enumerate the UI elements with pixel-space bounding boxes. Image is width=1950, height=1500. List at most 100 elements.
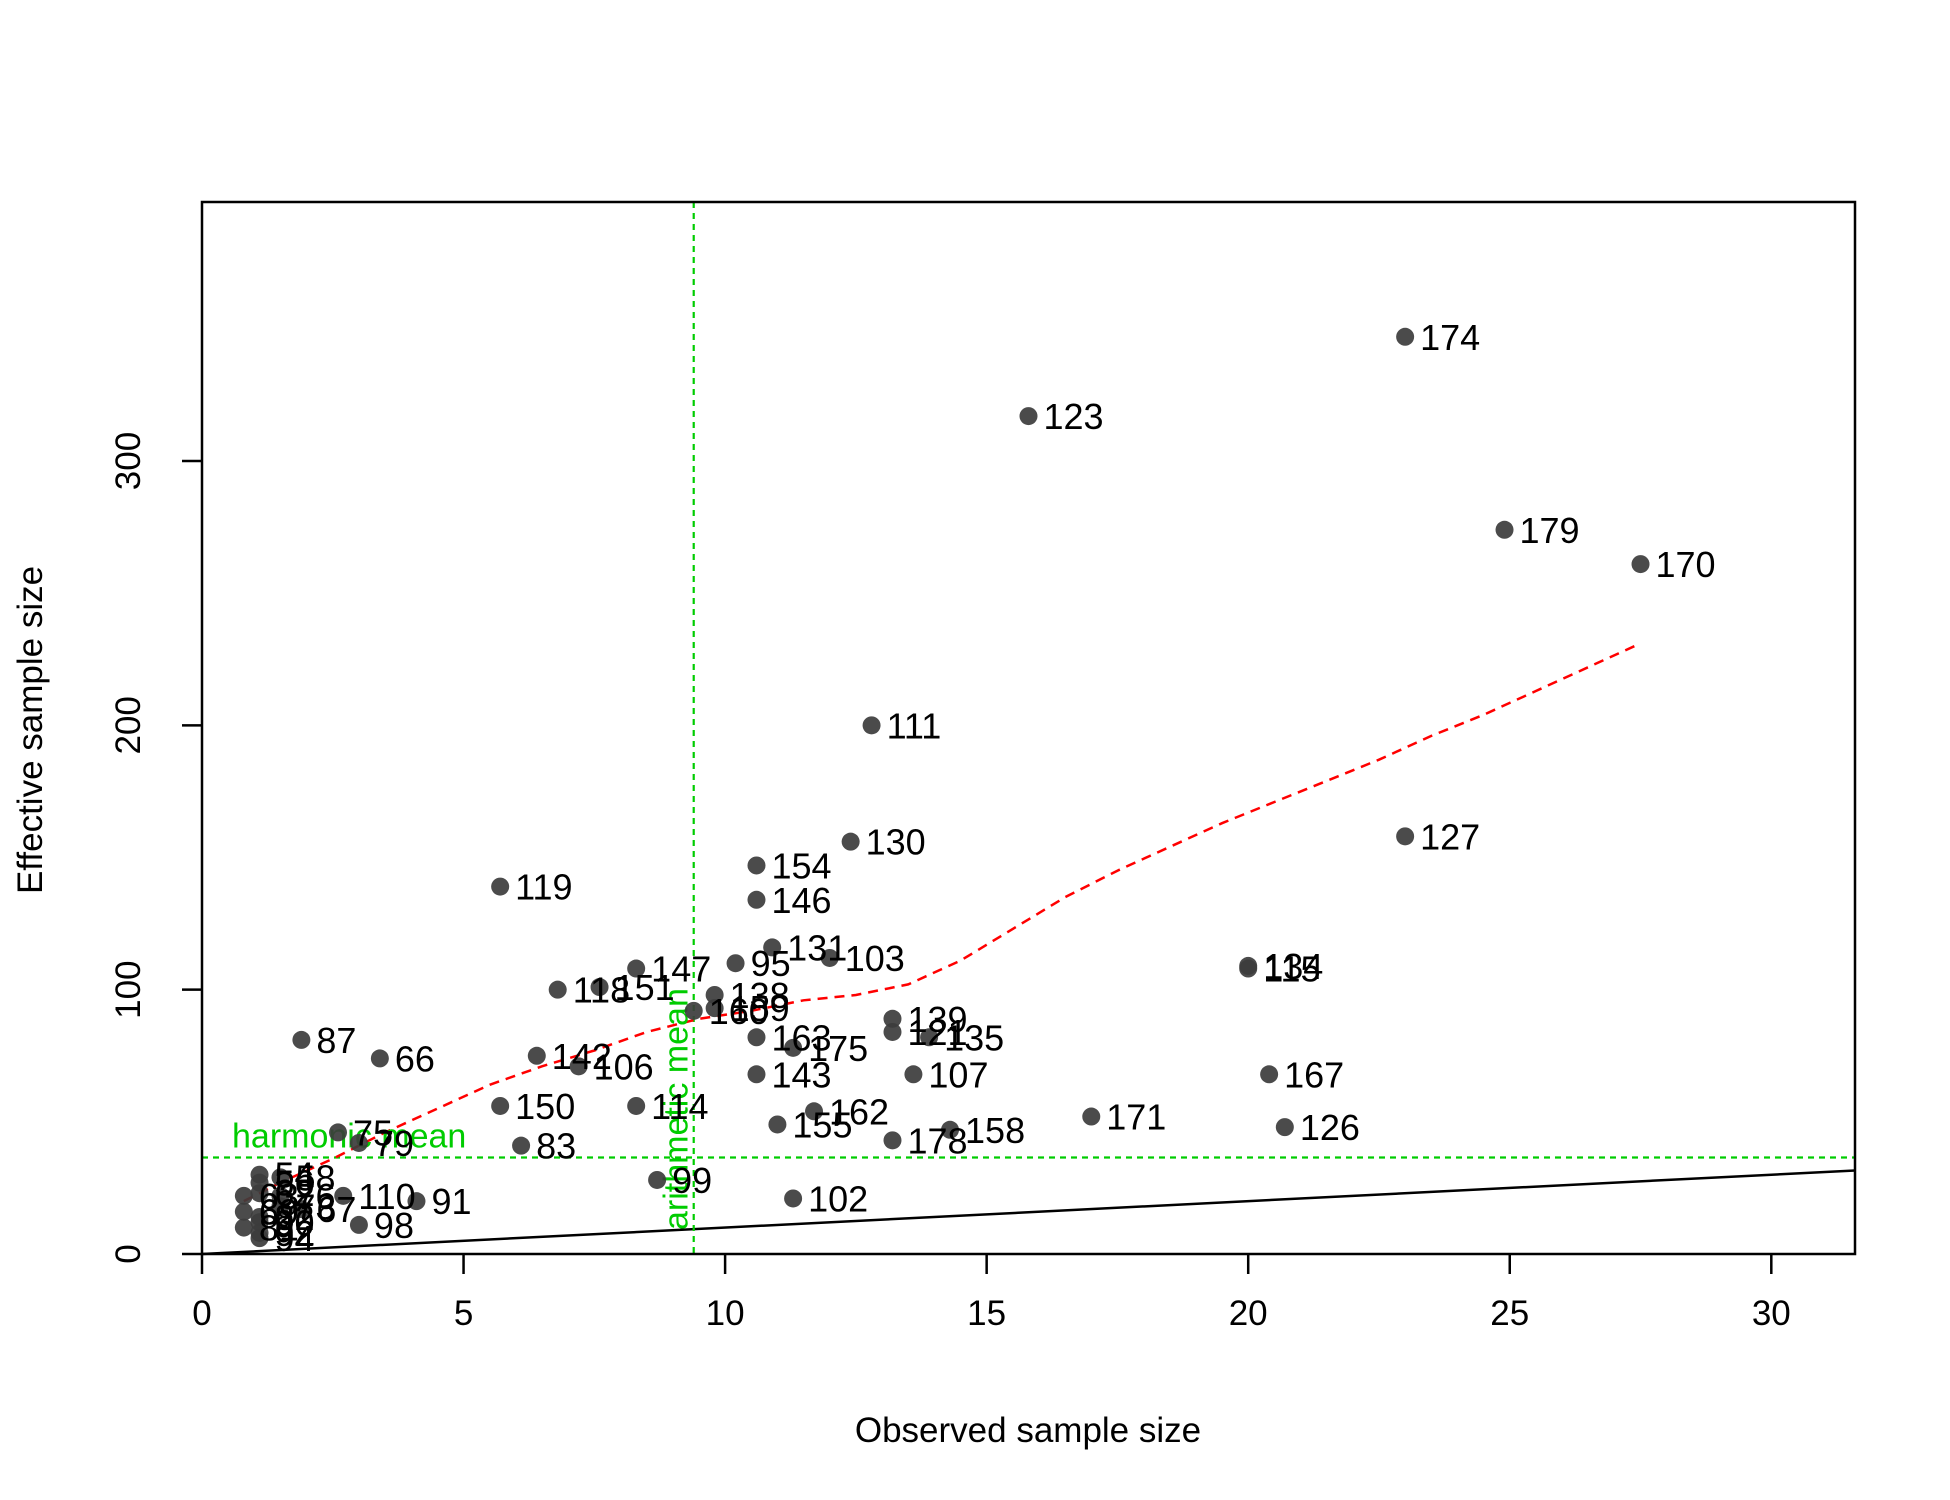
data-point <box>705 985 724 1004</box>
data-point <box>726 954 745 973</box>
data-point <box>292 1030 311 1049</box>
data-point-label: 81 <box>259 1208 299 1249</box>
data-point <box>627 1096 646 1115</box>
data-point <box>1082 1107 1101 1126</box>
x-axis-label: Observed sample size <box>855 1411 1201 1450</box>
data-point-label: 63 <box>259 1176 299 1217</box>
data-point <box>883 1022 902 1041</box>
data-point <box>234 1186 253 1205</box>
data-point-label: 139 <box>907 999 967 1040</box>
data-point <box>1260 1065 1279 1084</box>
data-point <box>329 1123 348 1142</box>
data-point <box>1396 827 1415 846</box>
data-point <box>648 1170 667 1189</box>
plot-frame <box>200 200 1857 1256</box>
data-point-label: 167 <box>1284 1054 1344 1095</box>
data-point-label: 106 <box>594 1046 654 1087</box>
data-point-label: 92 <box>275 1213 315 1254</box>
data-point <box>684 1001 703 1020</box>
data-point-label: 83 <box>536 1126 576 1167</box>
data-point-label: 91 <box>431 1181 471 1222</box>
data-point-label: 160 <box>709 991 769 1032</box>
data-point-label: 146 <box>771 880 831 921</box>
data-point-label: 87 <box>316 1020 356 1061</box>
data-point-label: 114 <box>651 1086 708 1127</box>
data-point <box>705 999 724 1018</box>
data-point <box>862 716 881 735</box>
data-point-label: 79 <box>374 1123 414 1164</box>
data-point <box>784 1189 803 1208</box>
data-point-label: 54 <box>275 1155 315 1196</box>
data-point-label: 75 <box>353 1112 393 1153</box>
data-point <box>768 1115 787 1134</box>
data-point-label: 142 <box>552 1036 612 1077</box>
data-point <box>407 1192 426 1211</box>
smooth-trend-line <box>243 642 1642 1203</box>
data-point-label: 118 <box>573 970 630 1011</box>
data-point <box>1275 1118 1294 1137</box>
data-point <box>820 948 839 967</box>
data-point <box>349 1133 368 1152</box>
data-point <box>1396 327 1415 346</box>
data-point <box>234 1218 253 1237</box>
data-point-label: 158 <box>965 1110 1025 1151</box>
data-point-label: 82 <box>275 1197 315 1238</box>
data-point-label: 107 <box>928 1054 988 1095</box>
data-point <box>590 978 609 997</box>
data-point-label: 76 <box>295 1176 335 1217</box>
data-point <box>370 1049 389 1068</box>
data-point <box>941 1120 960 1139</box>
data-point-label: 155 <box>792 1104 852 1145</box>
data-point-label: 134 <box>1263 946 1323 987</box>
data-point <box>250 1229 269 1248</box>
data-point-label: 110 <box>358 1176 415 1217</box>
data-point-label: 56 <box>275 1163 315 1204</box>
data-point-label: 175 <box>808 1028 868 1069</box>
identity-line <box>201 1169 1856 1256</box>
x-axis-tick-label: 10 <box>706 1294 745 1333</box>
y-axis-tick-label: 300 <box>109 432 148 490</box>
data-point-label: 138 <box>730 975 790 1016</box>
data-point <box>784 1038 803 1057</box>
data-point-label: 115 <box>1263 949 1320 990</box>
data-point-label: 174 <box>1420 317 1480 358</box>
data-point-label: 102 <box>808 1178 868 1219</box>
data-point <box>627 959 646 978</box>
data-point-label: 121 <box>907 1012 967 1053</box>
data-point-label: 94 <box>275 1218 315 1259</box>
data-point <box>1019 407 1038 426</box>
data-point-label: 143 <box>771 1054 831 1095</box>
data-point-label: 73 <box>295 1186 335 1227</box>
data-points <box>234 327 1650 1248</box>
data-point <box>920 1028 939 1047</box>
data-point-label: 126 <box>1300 1107 1360 1148</box>
x-axis-tick-label: 0 <box>192 1294 211 1333</box>
data-point <box>334 1186 353 1205</box>
data-point-label: 58 <box>295 1157 335 1198</box>
data-point-label: 90 <box>275 1202 315 1243</box>
data-point-label: 99 <box>672 1160 712 1201</box>
data-point <box>271 1168 290 1187</box>
data-point <box>747 890 766 909</box>
data-point <box>805 1102 824 1121</box>
data-point-label: 170 <box>1656 544 1716 585</box>
y-axis-tick-label: 200 <box>109 696 148 754</box>
data-point <box>841 832 860 851</box>
data-point-label: 123 <box>1044 396 1104 437</box>
data-point-label: 66 <box>395 1038 435 1079</box>
data-point-label: 98 <box>374 1205 414 1246</box>
x-axis-tick-label: 5 <box>454 1294 473 1333</box>
data-point-label: 131 <box>787 927 847 968</box>
data-point-label: 135 <box>944 1017 1004 1058</box>
data-point <box>491 1096 510 1115</box>
data-point-label: 127 <box>1420 816 1480 857</box>
data-point-label: 95 <box>751 943 791 984</box>
y-axis-tick-label: 100 <box>109 960 148 1018</box>
data-point <box>491 877 510 896</box>
data-point-label: 162 <box>829 1091 889 1132</box>
data-point <box>527 1046 546 1065</box>
data-point <box>747 1028 766 1047</box>
data-point <box>292 1200 311 1219</box>
data-point <box>512 1136 531 1155</box>
